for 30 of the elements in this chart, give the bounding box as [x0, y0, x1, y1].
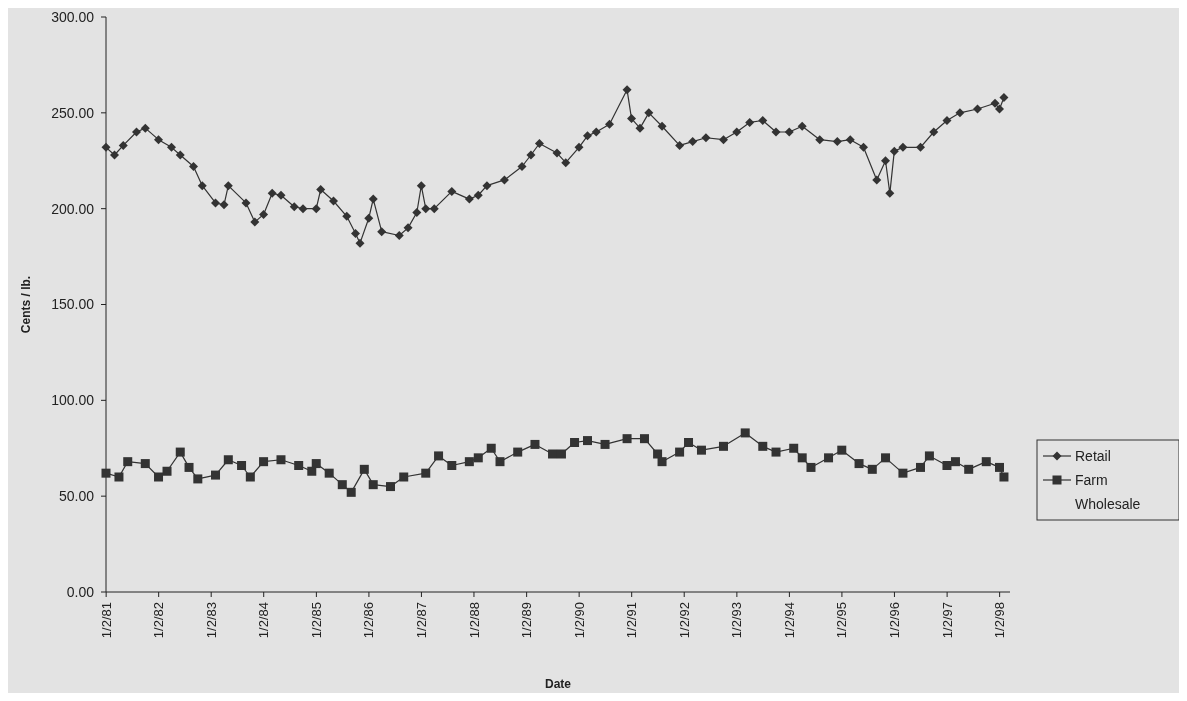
legend-label: Farm	[1075, 471, 1108, 488]
x-tick-label: 1/2/96	[887, 602, 902, 639]
x-tick-label: 1/2/85	[308, 602, 324, 639]
text: Wholesale	[1075, 495, 1141, 512]
x-tick-label: 1/2/90	[571, 602, 587, 639]
x-tick-label: 1/2/91	[624, 602, 640, 639]
legend-label: Retail	[1075, 447, 1111, 464]
y-tick-label: 200.00	[51, 200, 95, 217]
y-tick-label: 100.00	[51, 392, 95, 409]
x-tick-label: 1/2/95	[834, 602, 850, 639]
y-tick-label: 0.00	[66, 583, 95, 600]
x-tick-label: 1/2/93	[729, 602, 745, 639]
y-tick-label: 150.00	[51, 296, 95, 313]
x-tick-label: 1/2/81	[98, 602, 114, 639]
x-tick-label: 1/2/86	[361, 602, 377, 639]
x-tick-label: 1/2/87	[413, 602, 429, 639]
x-tick-label: 1/2/97	[939, 602, 955, 639]
x-tick-label: 1/2/89	[519, 602, 535, 639]
y-axis-title: Cents / lb.	[19, 275, 33, 334]
y-tick-label: 250.00	[51, 104, 95, 121]
y-tick-label: 50.00	[58, 488, 95, 505]
x-tick-label: 1/2/94	[781, 602, 797, 639]
x-tick-label: 1/2/92	[676, 602, 692, 639]
x-axis-title: Date	[544, 677, 572, 691]
x-tick-label: 1/2/83	[203, 602, 219, 639]
x-tick-label: 1/2/98	[992, 602, 1008, 639]
x-tick-label: 1/2/82	[151, 602, 167, 639]
x-tick-label: 1/2/88	[466, 602, 482, 639]
x-tick-label: 1/2/84	[256, 602, 272, 639]
y-tick-label: 300.00	[51, 8, 95, 25]
